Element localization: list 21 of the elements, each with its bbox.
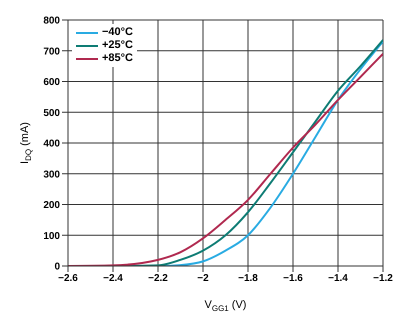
y-tick-label: 800 (43, 16, 60, 27)
y-tick-label: 200 (43, 200, 60, 212)
x-tick-label: −1.8 (238, 273, 258, 284)
legend-label: +85°C (102, 52, 134, 65)
y-tick-label: 500 (43, 108, 60, 119)
y-tick-label: 600 (43, 77, 60, 88)
x-tick-label: −1.4 (328, 273, 348, 284)
legend-label: −40°C (102, 26, 134, 39)
x-tick-label: −1.2 (373, 273, 394, 284)
x-tick-label: −2.4 (103, 273, 124, 284)
legend-label: +25°C (102, 39, 134, 52)
y-tick-label: 300 (43, 169, 60, 180)
y-tick-label: 400 (43, 138, 60, 150)
y-tick-label: 700 (43, 46, 60, 58)
x-tick-label: −2 (197, 273, 210, 284)
y-tick-label: 100 (43, 230, 60, 242)
x-axis-title: V$_{GG1}$ (V) (204, 299, 246, 313)
x-tick-label: −2.2 (148, 273, 168, 284)
y-tick-label: 0 (54, 262, 60, 273)
x-tick-label: −2.6 (58, 273, 78, 284)
x-tick-label: −1.6 (283, 273, 304, 284)
